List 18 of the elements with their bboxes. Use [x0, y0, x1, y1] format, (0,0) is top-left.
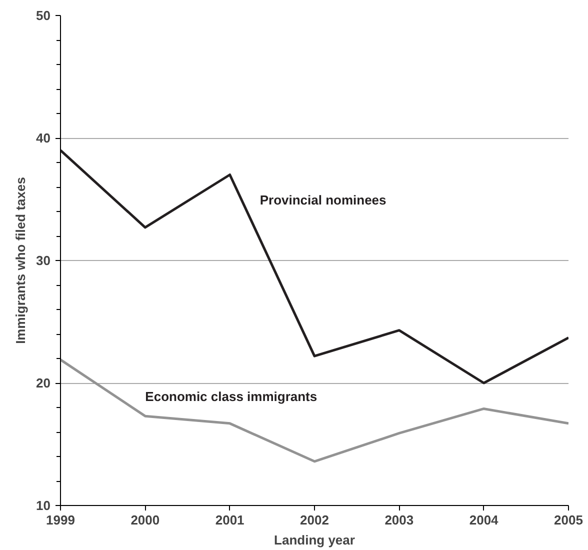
y-tick-label: 20 [36, 376, 51, 390]
y-tick-label: 10 [36, 498, 51, 513]
line-series [60, 358, 568, 463]
x-tick-label: 2002 [300, 512, 329, 528]
series-label: Provincial nominees [260, 192, 386, 208]
y-tick-label: 30 [36, 253, 51, 268]
line-series [60, 149, 568, 384]
y-axis-title: Immigrants who filed taxes [13, 177, 28, 344]
y-tick-label: 50 [36, 8, 51, 23]
x-tick-label: 2005 [554, 512, 583, 528]
x-tick-label: 2001 [215, 512, 244, 528]
x-tick-label: 2003 [384, 512, 414, 528]
x-axis-title: Landing year [274, 532, 355, 548]
x-tick-label: 2000 [130, 512, 160, 528]
y-tick-label: 40 [36, 130, 51, 146]
series-label: Economic class immigrants [145, 389, 318, 404]
x-tick-label: 1999 [46, 512, 75, 528]
x-tick-label: 2004 [469, 512, 500, 528]
